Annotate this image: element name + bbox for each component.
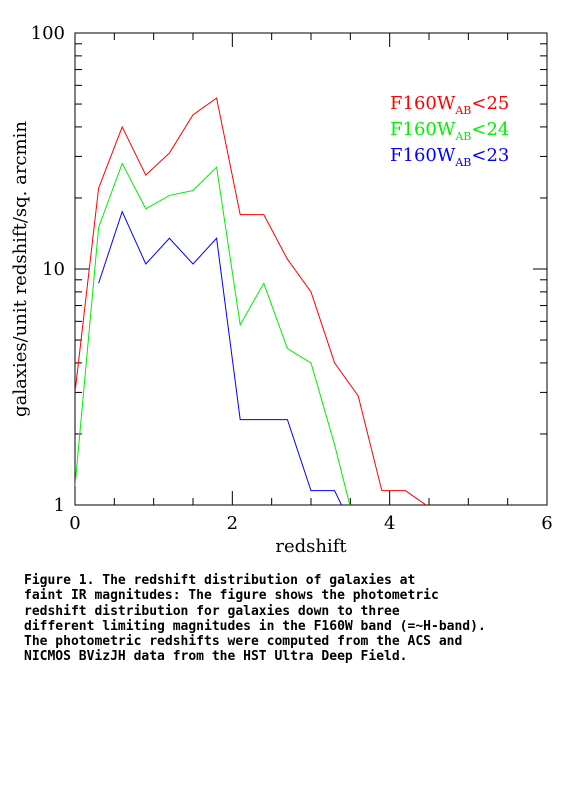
- x-tick-label: 0: [69, 513, 80, 534]
- figure-caption: Figure 1. The redshift distribution of g…: [24, 573, 564, 665]
- caption-line: The photometric redshifts were computed …: [24, 634, 463, 650]
- series-line: [75, 97, 427, 505]
- legend-entry: F160WAB<25: [390, 93, 509, 117]
- caption-line: NICMOS BVizJH data from the HST Ultra De…: [24, 649, 408, 665]
- caption-line: redshift distribution for galaxies down …: [24, 603, 400, 619]
- y-tick-label: 10: [42, 259, 65, 280]
- y-tick-label: 100: [31, 23, 65, 44]
- x-axis-label: redshift: [275, 536, 347, 557]
- y-tick-label: 1: [54, 495, 65, 516]
- x-tick-label: 2: [227, 513, 238, 534]
- caption-line: different limiting magnitudes in the F16…: [24, 618, 486, 634]
- x-tick-label: 6: [541, 513, 552, 534]
- series-line: [98, 210, 343, 505]
- y-axis-label: galaxies/unit redshift/sq. arcmin: [10, 121, 31, 417]
- redshift-chart: 0 2 4 6 1 10 100 F160WAB<25F160WAB<24F160WAB<23…: [10, 23, 553, 557]
- x-tick-label: 4: [384, 513, 395, 534]
- legend-entry: F160WAB<24: [390, 119, 509, 143]
- series-line: [75, 162, 351, 505]
- legend-entry: F160WAB<23: [390, 145, 509, 169]
- caption-line: faint IR magnitudes: The figure shows th…: [24, 588, 439, 604]
- caption-line: Figure 1. The redshift distribution of g…: [24, 573, 416, 588]
